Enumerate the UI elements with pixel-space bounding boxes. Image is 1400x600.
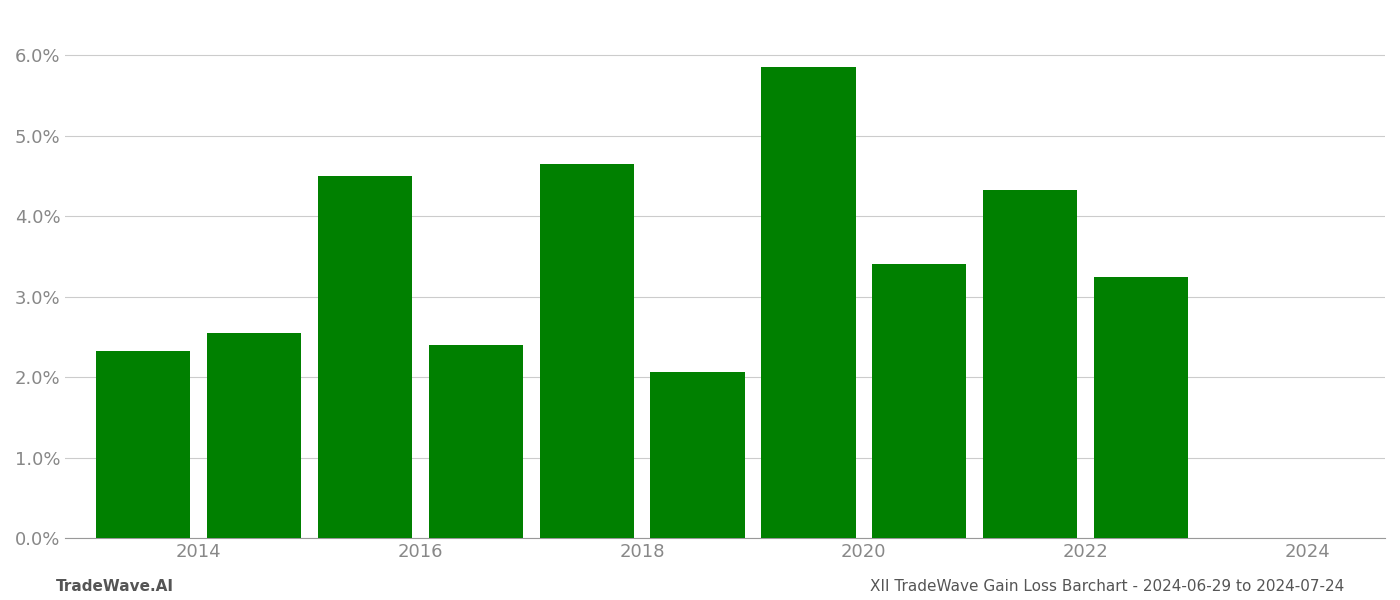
Bar — [539, 164, 634, 538]
Bar — [762, 67, 855, 538]
Bar — [983, 190, 1077, 538]
Bar — [428, 345, 522, 538]
Bar — [97, 350, 190, 538]
Bar — [872, 265, 966, 538]
Bar — [651, 371, 745, 538]
Text: TradeWave.AI: TradeWave.AI — [56, 579, 174, 594]
Text: XII TradeWave Gain Loss Barchart - 2024-06-29 to 2024-07-24: XII TradeWave Gain Loss Barchart - 2024-… — [869, 579, 1344, 594]
Bar — [1093, 277, 1189, 538]
Bar — [318, 176, 412, 538]
Bar — [207, 333, 301, 538]
